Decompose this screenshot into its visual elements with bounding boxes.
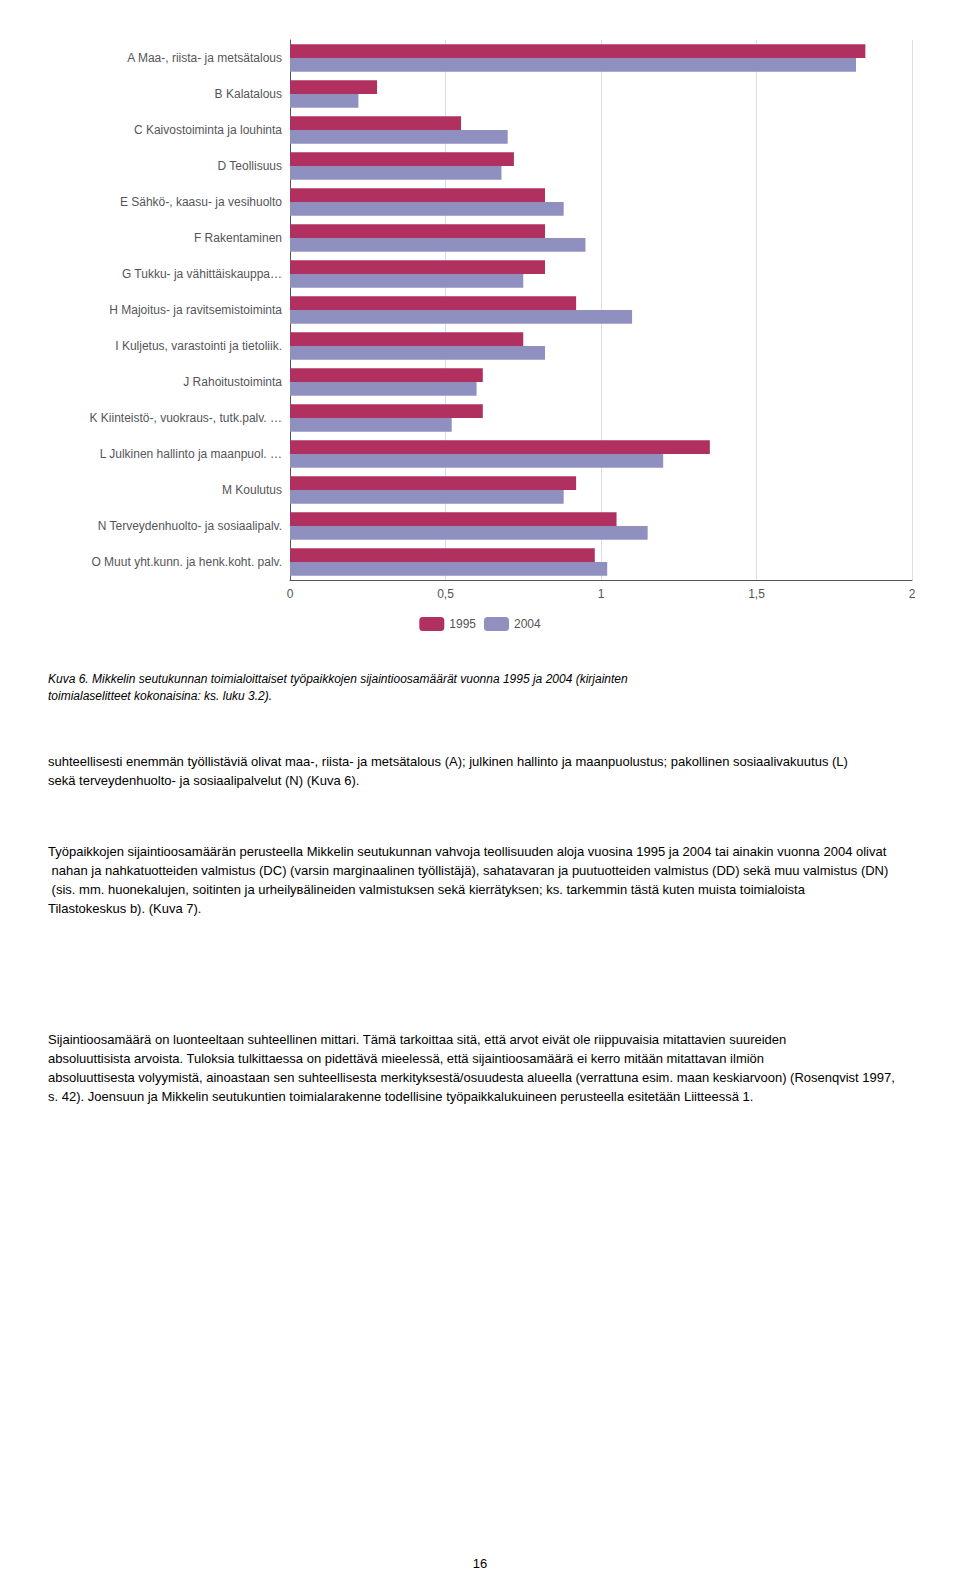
svg-text:G Tukku- ja vähittäiskauppa…: G Tukku- ja vähittäiskauppa…	[122, 267, 282, 281]
svg-text:Tilastokeskus b). (Kuva 7).: Tilastokeskus b). (Kuva 7).	[48, 901, 201, 916]
svg-text:16: 16	[473, 1556, 487, 1571]
svg-text:Työpaikkojen sijaintioosamäärä: Työpaikkojen sijaintioosamäärän perustee…	[48, 844, 887, 859]
svg-text:suhteellisesti enemmän työllis: suhteellisesti enemmän työllistäviä oliv…	[48, 754, 852, 769]
svg-text:(sis. mm. huonekalujen, soitin: (sis. mm. huonekalujen, soitinten ja urh…	[48, 882, 809, 897]
svg-text:toimialaselitteet kokonaisina:: toimialaselitteet kokonaisina: ks. luku …	[48, 689, 272, 703]
svg-text:K Kiinteistö-, vuokraus-, tutk: K Kiinteistö-, vuokraus-, tutk.palv. …	[89, 411, 282, 425]
svg-text:J Rahoitustoiminta: J Rahoitustoiminta	[183, 375, 282, 389]
svg-text:absoluuttisista arvoista. Tulo: absoluuttisista arvoista. Tuloksia tulki…	[48, 1051, 768, 1066]
svg-text:2: 2	[909, 587, 916, 601]
svg-text:1995: 1995	[449, 617, 476, 631]
svg-text:0: 0	[287, 587, 294, 601]
svg-text:E Sähkö-, kaasu- ja vesihuolto: E Sähkö-, kaasu- ja vesihuolto	[120, 195, 282, 209]
svg-text:sekä terveydenhuolto- ja sosia: sekä terveydenhuolto- ja sosiaalipalvelu…	[48, 773, 359, 788]
svg-text:A Maa-, riista- ja metsätalous: A Maa-, riista- ja metsätalous	[127, 51, 282, 65]
svg-text:N Terveydenhuolto- ja sosiaali: N Terveydenhuolto- ja sosiaalipalv.	[98, 519, 282, 533]
svg-text:D Teollisuus: D Teollisuus	[218, 159, 282, 173]
svg-text:1,5: 1,5	[748, 587, 765, 601]
svg-text:L Julkinen hallinto ja maanpuo: L Julkinen hallinto ja maanpuol. …	[100, 447, 282, 461]
svg-text:B Kalatalous: B Kalatalous	[215, 87, 282, 101]
svg-text:I Kuljetus, varastointi ja tie: I Kuljetus, varastointi ja tietoliik.	[115, 339, 282, 353]
svg-text:H Majoitus- ja ravitsemistoimi: H Majoitus- ja ravitsemistoiminta	[109, 303, 282, 317]
svg-text:0,5: 0,5	[437, 587, 454, 601]
svg-text:C Kaivostoiminta ja louhinta: C Kaivostoiminta ja louhinta	[134, 123, 282, 137]
svg-text:1: 1	[598, 587, 605, 601]
svg-text:O Muut yht.kunn. ja henk.koht.: O Muut yht.kunn. ja henk.koht. palv.	[91, 555, 282, 569]
svg-text:absoluuttisesta volyymistä, ai: absoluuttisesta volyymistä, ainoastaan s…	[48, 1070, 898, 1085]
svg-text:2004: 2004	[514, 617, 541, 631]
svg-text:nahan ja nahkatuotteiden valmi: nahan ja nahkatuotteiden valmistus (DC) …	[48, 863, 888, 878]
svg-text:Sijaintioosamäärä on luonteelt: Sijaintioosamäärä on luonteeltaan suhtee…	[48, 1032, 790, 1047]
svg-text:s. 42). Joensuun ja Mikkelin s: s. 42). Joensuun ja Mikkelin seutukuntie…	[48, 1089, 753, 1104]
svg-text:F Rakentaminen: F Rakentaminen	[194, 231, 282, 245]
svg-text:Kuva 6. Mikkelin seutukunnan t: Kuva 6. Mikkelin seutukunnan toimialoitt…	[48, 672, 631, 686]
svg-text:M Koulutus: M Koulutus	[222, 483, 282, 497]
